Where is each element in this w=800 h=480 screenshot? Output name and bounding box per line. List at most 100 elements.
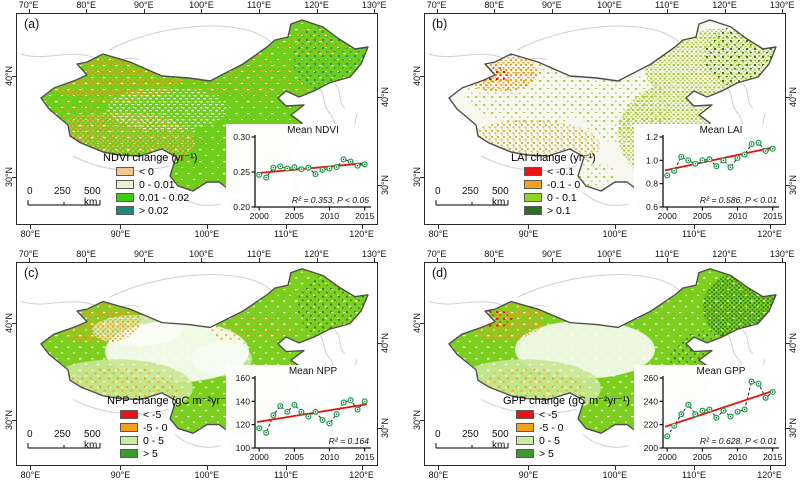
axis-label-bottom: 100°E	[194, 470, 220, 480]
axis-tick-right	[378, 427, 382, 429]
svg-text:200: 200	[644, 443, 659, 453]
axis-label-bottom: 110°E	[274, 229, 298, 239]
legend-item-label: 0 - 5	[143, 435, 165, 447]
legend-item-label: 0 - 0.1	[547, 192, 577, 204]
axis-label-bottom: 90°E	[110, 470, 131, 480]
axis-label-bottom: 90°E	[110, 229, 131, 239]
legend-item: -5 - 0	[107, 422, 233, 435]
legend-swatch	[524, 193, 542, 202]
axis-label-top: 80°E	[76, 249, 96, 259]
axis-tick-bottom	[528, 466, 530, 470]
axis-tick-left	[420, 176, 424, 178]
svg-text:2000: 2000	[250, 211, 269, 221]
axis-label-bottom: 120°E	[349, 470, 374, 480]
axis-label-top: 120°E	[712, 249, 737, 259]
axis-tick-bottom	[361, 466, 363, 470]
axis-tick-top	[374, 258, 376, 262]
axis-tick-bottom	[206, 466, 208, 470]
legend-item: -0.1 - 0	[511, 179, 596, 192]
inset-chart-c: 100 120 140 160 2000 2005 2010 2015 Mean NPP R² =…	[226, 365, 376, 463]
legend-swatch	[120, 423, 138, 432]
axis-tick-bottom	[614, 225, 616, 229]
axis-tick-top	[143, 9, 145, 13]
svg-text:R² = 0.164: R² = 0.164	[329, 436, 370, 446]
axis-tick-bottom	[286, 466, 287, 470]
axis-tick-top	[259, 258, 260, 262]
axis-label-top: 90°E	[541, 249, 562, 259]
legend-swatch	[116, 167, 134, 176]
scale-bar-rule	[27, 443, 101, 449]
axis-tick-top	[201, 258, 203, 262]
axis-tick-bottom	[120, 225, 122, 229]
axis-tick-top	[609, 9, 611, 13]
axis-tick-bottom	[694, 225, 695, 229]
panel-letter-c: (c)	[24, 266, 39, 280]
axis-tick-bottom	[120, 466, 122, 470]
axis-label-top: 130°E	[361, 249, 387, 259]
legend-swatch	[524, 180, 542, 189]
axis-tick-left	[12, 322, 16, 324]
legend-item: < -5	[503, 409, 630, 422]
axis-label-top: 70°E	[426, 0, 447, 10]
legend-item-label: < -0.1	[547, 166, 575, 178]
legend-item-label: -0.1 - 0	[547, 179, 581, 191]
axis-tick-top	[667, 258, 668, 262]
axis-tick-top	[436, 258, 438, 262]
svg-text:Mean GPP: Mean GPP	[697, 366, 746, 377]
axis-tick-top	[143, 258, 145, 262]
axis-label-bottom: 80°E	[20, 470, 41, 480]
axis-tick-top	[667, 9, 668, 13]
svg-text:2015: 2015	[763, 211, 782, 221]
axis-label-top: 120°E	[304, 0, 329, 10]
svg-text:2015: 2015	[355, 211, 374, 221]
axis-tick-top	[494, 258, 496, 262]
axis-tick-bottom	[769, 466, 771, 470]
axis-tick-top	[316, 9, 318, 13]
axis-label-bottom: 110°E	[274, 470, 298, 480]
axis-tick-right	[378, 342, 382, 344]
legend-swatch	[524, 167, 542, 176]
svg-text:240: 240	[644, 396, 659, 406]
axis-tick-bottom	[361, 225, 363, 229]
legend-item-label: > 5	[143, 448, 158, 460]
svg-text:140: 140	[236, 396, 251, 406]
svg-text:2015: 2015	[355, 452, 374, 462]
scale-bar-rule	[27, 200, 101, 206]
svg-text:2000: 2000	[250, 452, 269, 462]
china-map-a	[20, 19, 369, 213]
legend-item: > 5	[503, 448, 630, 461]
scale-bar-label: 250	[54, 186, 71, 197]
scale-bar-c: 0 250 500 km	[27, 429, 113, 452]
svg-text:1.2: 1.2	[646, 132, 658, 142]
axis-label-top: 100°E	[597, 0, 622, 10]
svg-text:2005: 2005	[285, 452, 304, 462]
svg-text:260: 260	[644, 373, 659, 383]
panel-letter-a: (a)	[24, 17, 40, 31]
svg-text:0.6: 0.6	[646, 202, 658, 212]
axis-tick-left	[420, 322, 424, 324]
scale-bar-rule	[435, 443, 509, 449]
panel-letter-b: (b)	[432, 17, 448, 31]
axis-tick-bottom	[206, 225, 208, 229]
axis-tick-left	[420, 419, 424, 421]
axis-tick-bottom	[438, 466, 440, 470]
svg-text:Mean NDVI: Mean NDVI	[287, 125, 339, 136]
axis-label-bottom: 90°E	[518, 229, 539, 239]
axis-label-bottom: 100°E	[602, 470, 628, 480]
legend-swatch	[524, 206, 542, 215]
scale-bar-labels: 0 250 500 km	[27, 429, 113, 451]
axis-label-top: 130°E	[769, 0, 795, 10]
china-map-c	[20, 268, 369, 454]
legend-item-label: -5 - 0	[143, 422, 168, 434]
legend-swatch	[516, 436, 534, 445]
axis-label-bottom: 120°E	[757, 470, 782, 480]
scale-bar-a: 0 250 500 km	[27, 186, 113, 209]
axis-label-bottom: 80°E	[20, 229, 41, 239]
legend-swatch	[116, 206, 134, 215]
